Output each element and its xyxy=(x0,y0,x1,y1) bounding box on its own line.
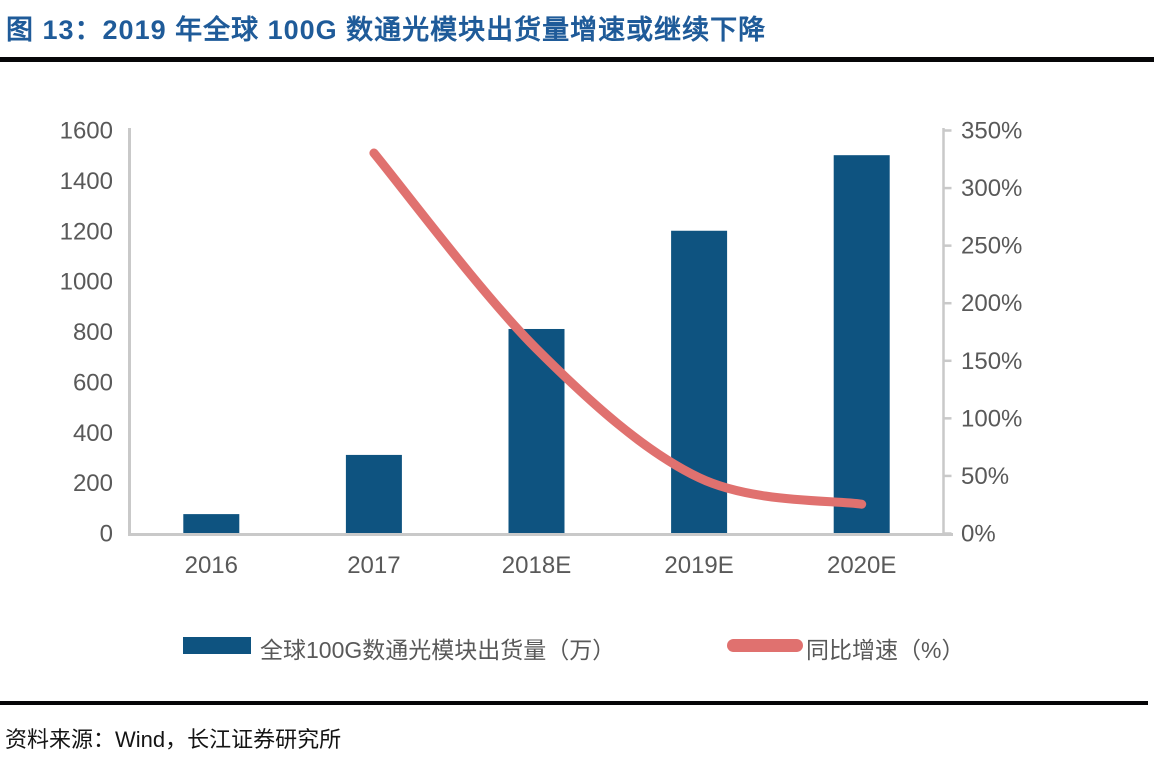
x-tick-label-2018E: 2018E xyxy=(502,552,571,579)
right-axis-labels: 0% 50% 100% 150% 200% 250% 300% 350% xyxy=(961,118,1022,548)
right-axis-tick-label: 300% xyxy=(961,175,1022,202)
left-axis-tick-label: 1600 xyxy=(60,118,113,145)
left-axis-tick-label: 400 xyxy=(73,420,113,447)
right-axis-tick-label: 150% xyxy=(961,348,1022,375)
right-axis-tick-label: 0% xyxy=(961,521,996,548)
left-axis-tick-label: 0 xyxy=(100,521,113,548)
legend-line-label: 同比增速（%） xyxy=(806,637,964,663)
x-tick-label-2019E: 2019E xyxy=(664,552,733,579)
title-divider-rule xyxy=(0,57,1154,62)
bar-2020E xyxy=(833,155,890,533)
right-axis-tick-label: 50% xyxy=(961,463,1009,490)
x-tick-label-2016: 2016 xyxy=(185,552,238,579)
bar-2017 xyxy=(345,454,402,533)
chart-legend: 全球100G数通光模块出货量（万） 同比增速（%） xyxy=(183,637,964,663)
footer-divider-rule xyxy=(0,701,1148,705)
legend-bar-label: 全球100G数通光模块出货量（万） xyxy=(260,637,615,663)
bar-2018E xyxy=(508,328,565,533)
growth-rate-line xyxy=(369,148,867,509)
right-axis-tick-label: 350% xyxy=(961,118,1022,145)
left-axis-tick-label: 600 xyxy=(73,369,113,396)
right-axis-ticks xyxy=(943,129,952,535)
x-tick-label-2017: 2017 xyxy=(347,552,400,579)
legend-bar-swatch xyxy=(183,637,251,654)
legend-line-swatch xyxy=(727,639,803,652)
source-note: 资料来源：Wind，长江证券研究所 xyxy=(5,727,342,752)
line-series xyxy=(369,148,867,509)
bar-2016 xyxy=(183,514,240,533)
left-axis-labels: 0 200 400 600 800 1000 1200 1400 1600 xyxy=(60,118,113,548)
x-tick-label-2020E: 2020E xyxy=(827,552,896,579)
left-axis-tick-label: 200 xyxy=(73,470,113,497)
x-axis-labels: 2016 2017 2018E 2019E 2020E xyxy=(185,552,897,579)
right-axis-tick-label: 250% xyxy=(961,233,1022,260)
left-axis-tick-label: 1000 xyxy=(60,269,113,296)
combo-chart: 0 200 400 600 800 1000 1200 1400 1600 0% 50% 100% 1… xyxy=(60,118,1023,664)
left-axis-tick-label: 800 xyxy=(73,319,113,346)
bar-series xyxy=(183,155,890,533)
right-axis-tick-label: 100% xyxy=(961,405,1022,432)
left-axis-tick-label: 1200 xyxy=(60,218,113,245)
left-axis-tick-label: 1400 xyxy=(60,168,113,195)
figure-title: 图 13：2019 年全球 100G 数通光模块出货量增速或继续下降 xyxy=(6,15,767,45)
right-axis-tick-label: 200% xyxy=(961,290,1022,317)
